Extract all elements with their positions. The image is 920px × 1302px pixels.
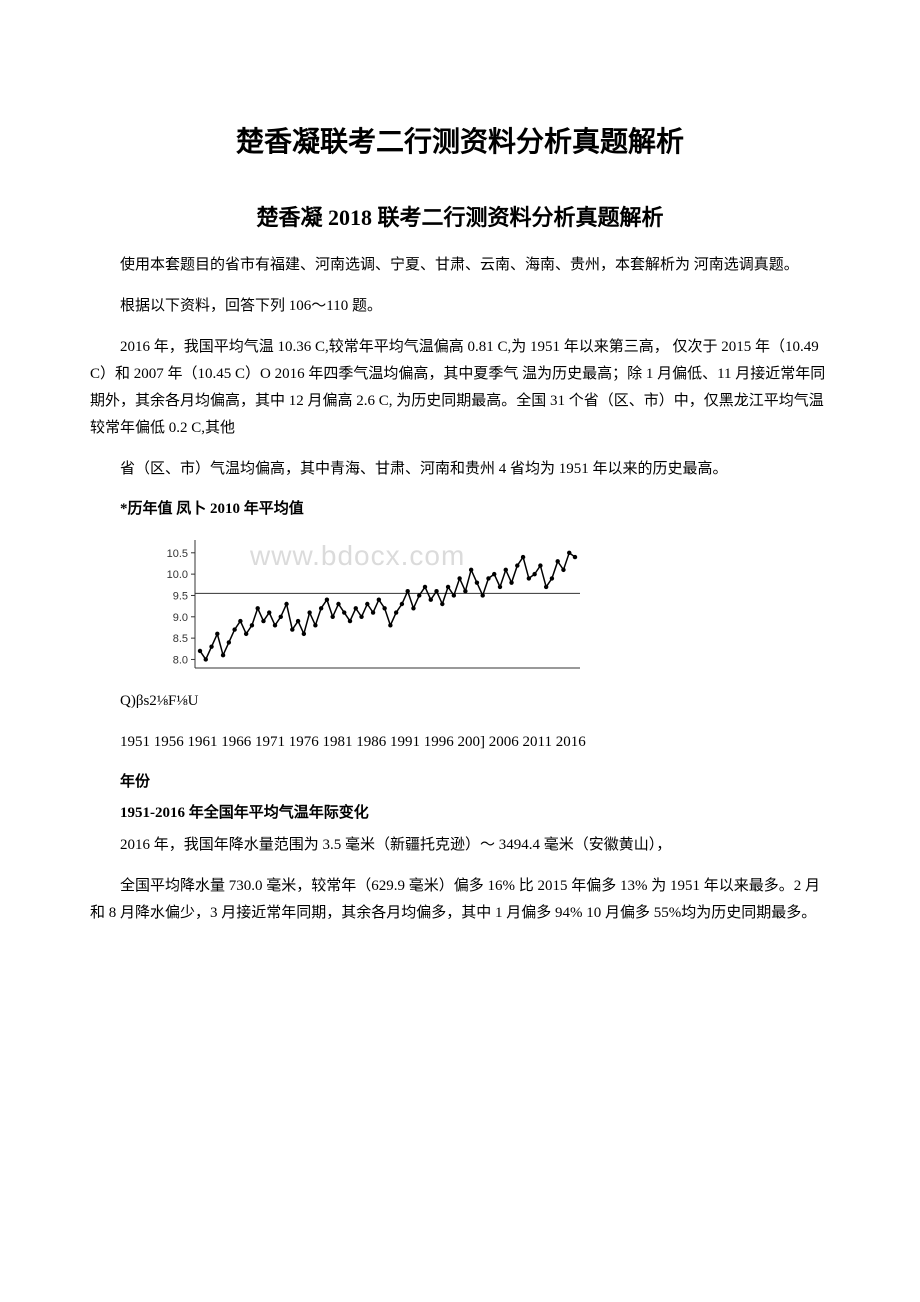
paragraph-intro: 使用本套题目的省市有福建、河南选调、宁夏、甘肃、云南、海南、贵州，本套解析为 河… [90, 252, 830, 279]
svg-text:8.5: 8.5 [173, 633, 188, 645]
watermark-text: www.bdocx.com [250, 540, 465, 572]
garbled-line: Q)βs2⅛F⅛U [90, 688, 830, 715]
year-labels: 1951 1956 1961 1966 1971 1976 1981 1986 … [90, 729, 830, 756]
svg-text:9.5: 9.5 [173, 590, 188, 602]
chart-title: 1951-2016 年全国年平均气温年际变化 [90, 801, 830, 822]
paragraph-content-3: 2016 年，我国年降水量范围为 3.5 毫米（新疆托克逊）～ 3494.4 毫… [90, 832, 830, 859]
temperature-chart: 8.0 8.5 9.0 9.5 10.0 10.5 www.bdocx.com [150, 528, 590, 678]
svg-text:10.5: 10.5 [167, 548, 188, 560]
paragraph-content-4: 全国平均降水量 730.0 毫米，较常年（629.9 毫米）偏多 16% 比 2… [90, 873, 830, 927]
year-axis-label: 年份 [90, 770, 830, 791]
paragraph-content-1: 2016 年，我国平均气温 10.36 C,较常年平均气温偏高 0.81 C,为… [90, 334, 830, 442]
svg-text:8.0: 8.0 [173, 654, 188, 666]
sub-title: 楚香凝 2018 联考二行测资料分析真题解析 [90, 200, 830, 232]
main-title: 楚香凝联考二行测资料分析真题解析 [90, 120, 830, 160]
svg-text:9.0: 9.0 [173, 612, 188, 624]
paragraph-content-2: 省（区、市）气温均偏高，其中青海、甘肃、河南和贵州 4 省均为 1951 年以来… [90, 456, 830, 483]
svg-text:10.0: 10.0 [167, 569, 188, 581]
chart-legend: *历年值 凤卜 2010 年平均值 [90, 497, 830, 518]
paragraph-instruction: 根据以下资料，回答下列 106～110 题。 [90, 293, 830, 320]
